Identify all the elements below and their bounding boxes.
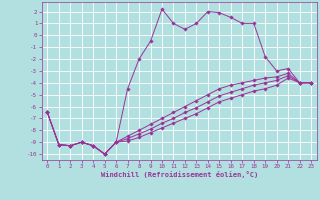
X-axis label: Windchill (Refroidissement éolien,°C): Windchill (Refroidissement éolien,°C) <box>100 171 258 178</box>
